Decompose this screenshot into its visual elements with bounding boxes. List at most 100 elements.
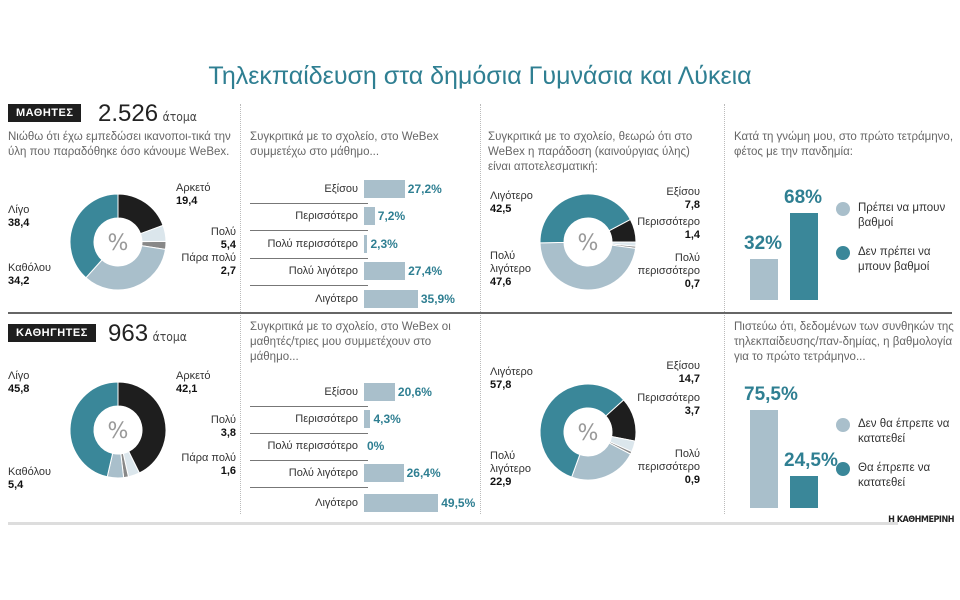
slice-label: Πάρα πολύ xyxy=(181,252,236,264)
bar-value-label: 20,6% xyxy=(397,385,432,399)
slice-label: Λίγο xyxy=(8,204,30,216)
bar-value-label: 2,3% xyxy=(370,237,398,251)
slice-value: 2,7 xyxy=(220,265,236,277)
bar-value-label: 68% xyxy=(784,186,823,208)
donut-label: Πολύ περισσότερο 0,9 xyxy=(630,448,700,487)
bar-category-label: Περισσότερο xyxy=(295,413,358,425)
bar xyxy=(364,180,405,198)
row-separator xyxy=(250,433,368,434)
donut-label: Πολύ λιγότερο 22,9 xyxy=(490,450,550,489)
row-separator xyxy=(250,406,368,407)
donut-label: Λιγότερο 42,5 xyxy=(490,190,550,216)
legend-marker xyxy=(836,418,850,432)
slice-value: 3,8 xyxy=(220,427,236,439)
slice-value: 42,1 xyxy=(176,383,198,395)
bar xyxy=(364,262,406,280)
row-divider xyxy=(8,312,952,314)
bar xyxy=(364,410,371,428)
slice-value: 7,8 xyxy=(684,199,700,211)
slice-label: Πολύ xyxy=(210,414,236,426)
bar-value-label: 27,2% xyxy=(407,182,442,196)
slice-value: 14,7 xyxy=(678,373,700,385)
row-separator xyxy=(250,203,368,204)
donut-label: Πολύ 3,8 xyxy=(196,414,236,440)
donut-label: Λιγότερο 57,8 xyxy=(490,366,550,392)
slice-value: 1,4 xyxy=(684,229,700,241)
teachers-badge: ΚΑΘΗΓΗΤΕΣ xyxy=(8,324,96,342)
donut-label: Πολύ περισσότερο 0,7 xyxy=(630,252,700,291)
slice-label: Λιγότερο xyxy=(490,366,533,378)
slice-value: 0,9 xyxy=(684,474,700,486)
slice-label: Πάρα πολύ xyxy=(181,452,236,464)
donut-slice xyxy=(539,383,625,478)
donut-slice xyxy=(69,193,119,279)
donut-label: Πάρα πολύ 2,7 xyxy=(166,252,236,278)
slice-value: 5,4 xyxy=(8,479,24,491)
donut-label: Λίγο 45,8 xyxy=(8,370,68,396)
slice-value: 5,4 xyxy=(220,239,236,251)
donut-label: Καθόλου 34,2 xyxy=(8,262,68,288)
teachers-count: 963 xyxy=(108,320,149,347)
slice-label: Αρκετό xyxy=(176,370,211,382)
bar-value-label: 27,4% xyxy=(408,264,443,278)
donut-label: Εξίσου 14,7 xyxy=(660,360,700,386)
bar-category-label: Πολύ λιγότερο xyxy=(288,467,358,479)
donut-center-label: % xyxy=(108,231,129,256)
row-separator xyxy=(250,460,368,461)
bar xyxy=(750,409,778,508)
chart-question: Νιώθω ότι έχω εμπεδώσει ικανοποι-τικά τη… xyxy=(8,131,231,158)
donut-slice xyxy=(539,241,637,291)
slice-label: Λίγο xyxy=(8,370,30,382)
chart-question: Συγκριτικά με το σχολείο, στο WeBex οι μ… xyxy=(250,321,451,363)
row-separator xyxy=(250,258,368,259)
legend-label: Πρέπει να μπουν βαθμοί xyxy=(858,202,946,229)
bar-value-label: 75,5% xyxy=(744,383,798,405)
slice-label: Εξίσου xyxy=(666,186,700,198)
donut-label: Καθόλου 5,4 xyxy=(8,466,68,492)
legend-marker xyxy=(836,462,850,476)
students-badge: ΜΑΘΗΤΕΣ xyxy=(8,104,82,122)
donut-label: Πάρα πολύ 1,6 xyxy=(166,452,236,478)
donut-label: Περισσότερο 1,4 xyxy=(630,216,700,242)
donut-label: Λίγο 38,4 xyxy=(8,204,68,230)
column-divider xyxy=(480,104,481,514)
slice-label: Περισσότερο xyxy=(637,392,700,404)
bar-category-label: Εξίσου xyxy=(324,386,358,398)
donut-center-label: % xyxy=(578,231,599,256)
slice-value: 0,7 xyxy=(684,278,700,290)
slice-value: 19,4 xyxy=(176,195,198,207)
donut-label: Πολύ 5,4 xyxy=(196,226,236,252)
chart-question: Κατά τη γνώμη μου, στο πρώτο τετράμηνο, … xyxy=(734,131,954,158)
bar-category-label: Εξίσου xyxy=(324,183,358,195)
bar xyxy=(790,212,818,300)
legend-label: Θα έπρεπε να κατατεθεί xyxy=(858,462,931,489)
slice-value: 45,8 xyxy=(8,383,30,395)
bar-category-label: Πολύ λιγότερο xyxy=(288,265,358,277)
column-divider xyxy=(240,104,241,514)
chart-question: Πιστεύω ότι, δεδομένων των συνθηκών της … xyxy=(734,321,954,363)
bar xyxy=(364,464,404,482)
bar-value-label: 7,2% xyxy=(377,209,406,223)
slice-label: Πολύ περισσότερο xyxy=(637,448,700,473)
legend-marker xyxy=(836,202,850,216)
bar-category-label: Πολύ περισσότερο xyxy=(267,238,358,250)
donut-label: Εξίσου 7,8 xyxy=(660,186,700,212)
donut-slice xyxy=(85,245,166,291)
donut-center-label: % xyxy=(578,421,599,446)
slice-value: 34,2 xyxy=(8,275,30,287)
slice-value: 38,4 xyxy=(8,217,30,229)
students-unit: άτομα xyxy=(162,110,197,124)
slice-label: Πολύ περισσότερο xyxy=(637,252,700,277)
bottom-rule xyxy=(8,522,898,525)
bar xyxy=(750,259,778,300)
slice-label: Εξίσου xyxy=(666,360,700,372)
slice-label: Πολύ λιγότερο xyxy=(490,450,532,475)
slice-label: Αρκετό xyxy=(176,182,211,194)
bar-value-label: 0% xyxy=(367,439,385,453)
donut-label: Πολύ λιγότερο 47,6 xyxy=(490,250,550,289)
page-title: Τηλεκπαίδευση στα δημόσια Γυμνάσια και Λ… xyxy=(208,62,752,90)
slice-value: 1,6 xyxy=(220,465,236,477)
